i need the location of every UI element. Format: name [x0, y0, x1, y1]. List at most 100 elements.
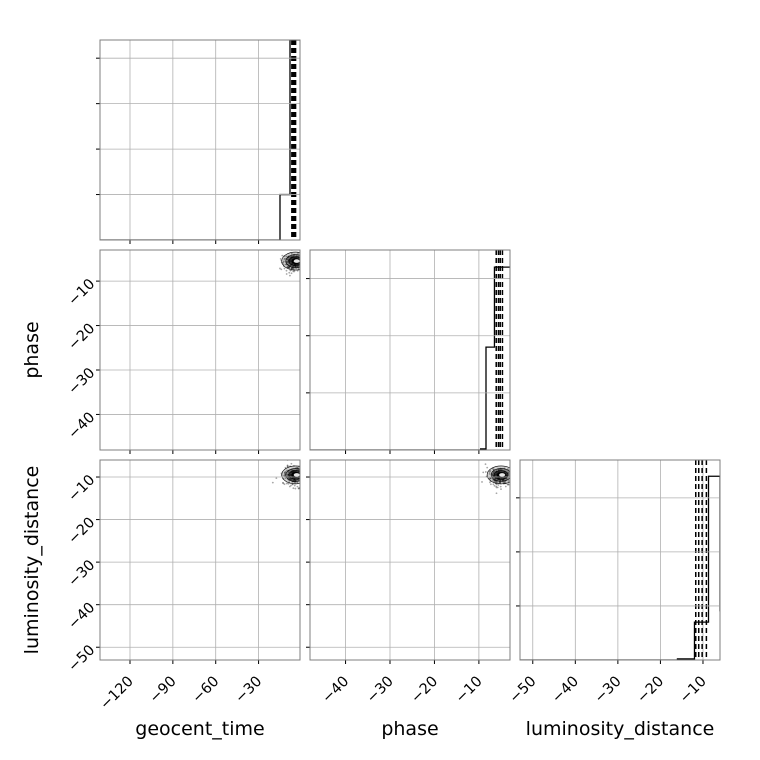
- sample-point: [287, 266, 290, 269]
- sample-point: [287, 482, 290, 485]
- sample-point: [287, 266, 290, 269]
- sample-point: [286, 266, 289, 269]
- sample-point: [490, 477, 492, 480]
- panel-content: [310, 250, 510, 450]
- sample-point: [285, 269, 288, 272]
- sample-point: [492, 478, 494, 481]
- histogram-step: [520, 475, 720, 660]
- sample-point: [507, 483, 510, 485]
- sample-point: [283, 473, 286, 476]
- sample-point: [284, 470, 287, 473]
- sample-point: [289, 274, 291, 277]
- sample-point: [292, 270, 295, 273]
- sample-point: [286, 260, 289, 263]
- sample-point: [495, 486, 498, 489]
- sample-point: [502, 481, 505, 484]
- sample-point: [283, 474, 285, 477]
- sample-point: [291, 265, 294, 268]
- sample-point: [288, 477, 291, 480]
- sample-point: [283, 483, 286, 486]
- sample-point: [289, 478, 292, 481]
- sample-point: [292, 487, 295, 490]
- sample-point: [279, 267, 281, 270]
- sample-point: [499, 481, 502, 484]
- sample-point: [492, 468, 495, 471]
- sample-point: [293, 479, 296, 482]
- sample-point: [288, 485, 291, 488]
- sample-point: [283, 267, 286, 270]
- sample-point: [285, 482, 288, 485]
- x-axis-label: geocent_time: [135, 718, 264, 740]
- sample-point: [284, 263, 287, 266]
- sample-point: [505, 478, 508, 480]
- sample-point: [484, 471, 487, 473]
- sample-point: [287, 465, 289, 468]
- sample-point: [283, 258, 286, 261]
- sample-point: [489, 481, 491, 484]
- panel-geocent_time-hist: [96, 39, 301, 244]
- sample-point: [289, 269, 292, 272]
- sample-point: [484, 463, 487, 466]
- panel-frame: [309, 459, 511, 661]
- sample-point: [500, 468, 503, 471]
- sample-point: [288, 266, 290, 268]
- sample-point: [283, 472, 286, 474]
- sample-point: [286, 464, 289, 467]
- sample-point: [295, 267, 298, 270]
- sample-point: [503, 481, 506, 484]
- density-peak: [499, 473, 506, 477]
- sample-point: [285, 255, 288, 258]
- sample-point: [291, 483, 294, 486]
- sample-point: [489, 470, 492, 472]
- sample-point: [499, 479, 502, 482]
- sample-point: [292, 254, 295, 257]
- sample-point: [290, 267, 293, 270]
- sample-point: [293, 270, 296, 273]
- sample-point: [489, 477, 492, 479]
- sample-point: [283, 260, 285, 263]
- panel-content: [271, 460, 300, 490]
- sample-point: [296, 485, 299, 488]
- panel-content: [520, 460, 720, 660]
- sample-point: [489, 483, 492, 486]
- sample-point: [481, 481, 483, 483]
- sample-point: [495, 492, 498, 495]
- sample-point: [286, 465, 289, 468]
- x-axis-label: luminosity_distance: [526, 718, 715, 740]
- density-peak: [293, 473, 300, 477]
- sample-point: [295, 466, 298, 469]
- sample-point: [282, 482, 285, 485]
- panel-frame: [99, 39, 301, 241]
- sample-point: [271, 481, 274, 484]
- sample-point: [294, 482, 297, 484]
- sample-point: [279, 257, 282, 260]
- panel-frame: [309, 249, 511, 451]
- sample-point: [286, 473, 289, 476]
- sample-point: [275, 477, 278, 479]
- sample-point: [293, 484, 296, 487]
- sample-point: [280, 268, 283, 271]
- sample-point: [492, 475, 494, 477]
- sample-point: [493, 484, 496, 487]
- sample-point: [489, 477, 491, 480]
- sample-point: [499, 479, 502, 482]
- sample-point: [496, 481, 499, 484]
- sample-point: [286, 261, 288, 264]
- sample-point: [290, 267, 293, 270]
- sample-point: [284, 471, 286, 474]
- sample-point: [289, 264, 292, 267]
- y-axis-label: phase: [21, 321, 43, 378]
- sample-point: [288, 266, 291, 269]
- sample-point: [507, 480, 510, 482]
- sample-point: [288, 271, 291, 274]
- sample-point: [500, 488, 502, 491]
- sample-point: [495, 485, 498, 488]
- sample-point: [504, 485, 507, 488]
- sample-point: [286, 258, 289, 260]
- sample-point: [497, 468, 500, 471]
- sample-point: [506, 483, 509, 486]
- sample-point: [486, 466, 489, 469]
- sample-point: [492, 474, 494, 477]
